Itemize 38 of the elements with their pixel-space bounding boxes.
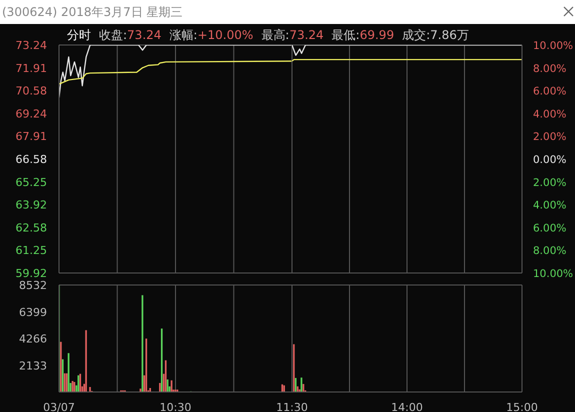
y-tick-label: 69.24 [16, 107, 47, 120]
text: 2.00% [533, 176, 566, 189]
x-tick-label: 03/07 [43, 401, 75, 412]
text: 10.00% [533, 40, 574, 52]
text: 0.00% [533, 154, 566, 166]
x-tick-label: 10:30 [160, 401, 192, 412]
y-tick-label: 2133 [19, 359, 47, 372]
text: 收盘:73.24 [99, 28, 162, 42]
y-tick-label: 59.92 [16, 267, 47, 280]
y-tick-label: 65.25 [16, 176, 47, 189]
y-tick-label: 8532 [19, 279, 47, 292]
y-tick-label: 73.24 [16, 39, 47, 52]
x-tick-label: 11:30 [276, 401, 308, 412]
y-tick-label: 70.58 [16, 84, 47, 98]
text: 8.00% [533, 245, 566, 258]
text: 10.00% [533, 268, 574, 280]
y-tick-label: 71.91 [16, 62, 47, 75]
text: 4.00% [533, 200, 566, 212]
y-tick-label: 63.92 [16, 198, 47, 212]
text: 6.00% [533, 86, 566, 98]
x-tick-label: 15:00 [506, 401, 538, 412]
text: 6.00% [533, 222, 566, 234]
text: 4.00% [533, 108, 566, 120]
y-tick-label: 61.25 [16, 244, 47, 258]
text: 成交:7.86万 [402, 28, 469, 42]
text: 最低:69.99 [332, 28, 394, 42]
y-tick-label: 62.58 [16, 221, 47, 234]
text: 分时 [67, 27, 91, 44]
chart-title: (300624) 2018年3月7日 星期三 [2, 4, 183, 21]
x-tick-label: 14:00 [391, 401, 423, 412]
text: 最高:73.24 [261, 28, 324, 42]
y-tick-label: 4266 [19, 332, 47, 346]
text: 涨幅:+10.00% [169, 28, 254, 42]
y-tick-label: 66.58 [16, 153, 47, 166]
text: 8.00% [533, 62, 566, 75]
text: 2.00% [533, 131, 566, 144]
y-tick-label: 6399 [19, 306, 47, 319]
y-tick-label: 67.91 [16, 130, 47, 144]
